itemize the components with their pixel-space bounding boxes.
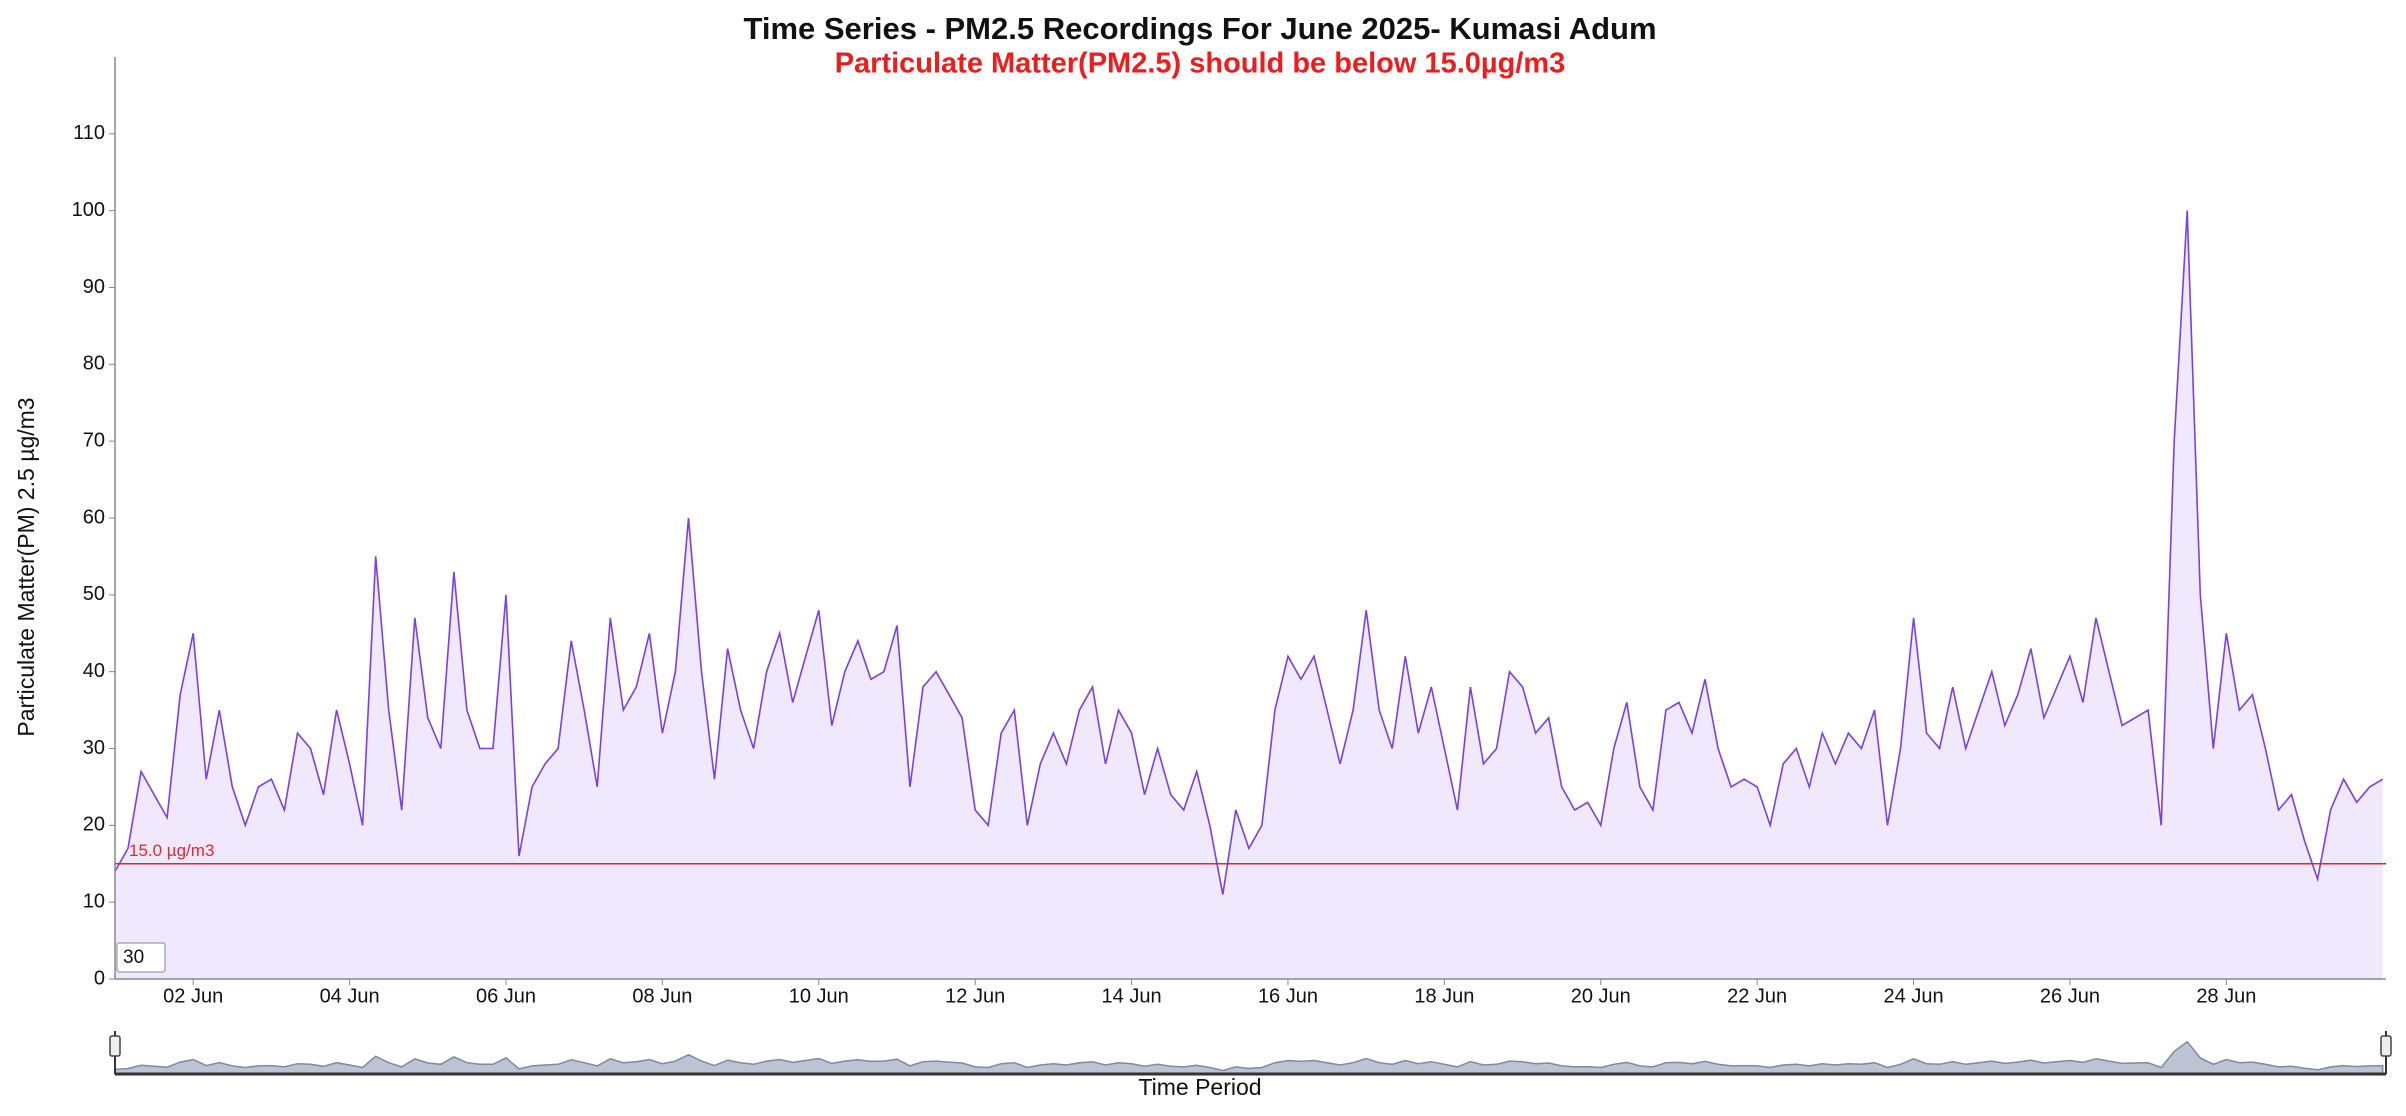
- x-tick-label: 04 Jun: [320, 985, 380, 1007]
- x-tick-label: 10 Jun: [789, 985, 849, 1007]
- x-tick-label: 02 Jun: [163, 985, 223, 1007]
- navigator-handle[interactable]: [2380, 1035, 2392, 1057]
- navigator-area: [114, 1040, 2384, 1075]
- x-tick-label: 24 Jun: [1884, 985, 1944, 1007]
- y-tick-label: 0: [94, 967, 105, 989]
- y-tick-label: 30: [83, 737, 105, 759]
- x-tick-label: 08 Jun: [632, 985, 692, 1007]
- zoom-input[interactable]: [116, 942, 166, 973]
- area-fill: [115, 210, 2383, 979]
- y-tick-label: 110: [73, 122, 105, 144]
- x-tick-label: 20 Jun: [1571, 985, 1631, 1007]
- y-tick-label: 10: [83, 890, 105, 912]
- x-tick-label: 22 Jun: [1727, 985, 1787, 1007]
- zoom-input-text: 30: [123, 947, 144, 968]
- y-tick-label: 80: [83, 353, 105, 375]
- x-tick-label: 06 Jun: [476, 985, 536, 1007]
- x-tick-label: 18 Jun: [1414, 985, 1474, 1007]
- y-tick-label: 20: [83, 814, 105, 836]
- chart-title: Time Series - PM2.5 Recordings For June …: [743, 11, 1656, 46]
- x-tick-label: 26 Jun: [2040, 985, 2100, 1007]
- y-axis-label: Particulate Matter(PM) 2.5 µg/m3: [13, 397, 39, 736]
- navigator-handle[interactable]: [109, 1035, 121, 1057]
- line: [114, 210, 2384, 895]
- y-tick-label: 50: [83, 583, 105, 605]
- x-tick-label: 12 Jun: [945, 985, 1005, 1007]
- x-tick-label: 14 Jun: [1102, 985, 1162, 1007]
- x-axis-label: Time Period: [1138, 1074, 1261, 1100]
- chart-subtitle: Particulate Matter(PM2.5) should be belo…: [835, 48, 1566, 80]
- y-tick-label: 90: [83, 276, 105, 298]
- threshold-label: 15.0 µg/m3: [129, 841, 214, 860]
- y-tick-label: 100: [72, 199, 105, 221]
- y-tick-label: 40: [83, 660, 105, 682]
- x-tick-label: 16 Jun: [1258, 985, 1318, 1007]
- y-tick-label: 70: [83, 429, 105, 451]
- y-tick-label: 60: [83, 506, 105, 528]
- x-tick-label: 28 Jun: [2196, 985, 2256, 1007]
